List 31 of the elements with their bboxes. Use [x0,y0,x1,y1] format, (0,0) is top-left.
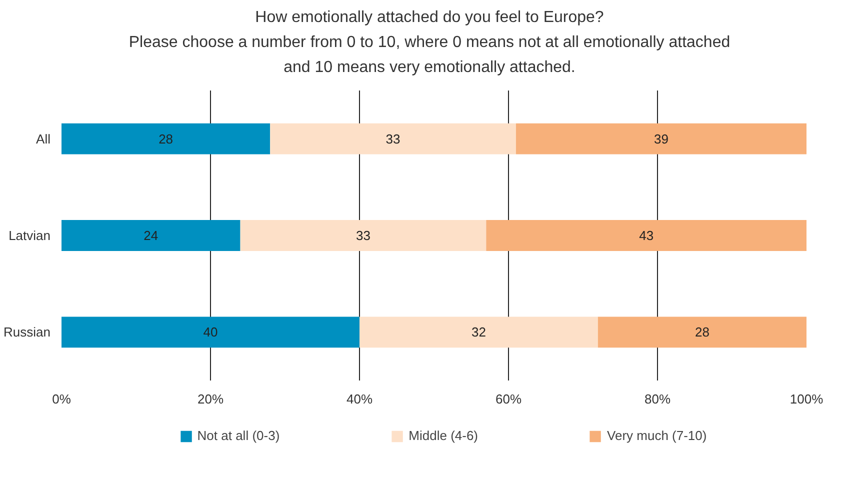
x-tick-label: 100% [790,392,824,406]
y-tick-label: Russian [4,324,50,340]
bar [270,123,516,154]
data-label: 32 [471,324,486,340]
data-label: 43 [639,228,654,243]
x-tick-label: 40% [346,392,373,406]
y-tick-label: All [36,131,51,146]
x-tick-label: 80% [644,392,671,406]
legend-label: Very much (7-10) [607,428,707,443]
bar [62,220,240,251]
data-label: 28 [694,324,710,340]
data-label: 24 [144,228,158,243]
bar [62,316,360,348]
x-tick-label: 60% [495,392,522,406]
data-label: 28 [158,131,174,146]
bar [486,220,806,251]
legend-label: Middle (4-6) [408,428,478,443]
data-label: 33 [386,131,400,146]
data-label: 39 [654,131,668,146]
x-tick-label: 0% [52,392,72,406]
data-label: 33 [356,228,370,243]
y-tick-label: Latvian [8,228,50,243]
bar [62,123,270,154]
data-label: 40 [203,324,218,340]
bar [360,316,598,348]
x-tick-label: 20% [197,392,224,406]
bar [516,123,806,154]
bar [598,316,806,348]
chart-title: How emotionally attached do you feel to Europe? Please choose a number from 0 to 10, where 0 means not at all emotionally attached and 10 means very emotionally attached. [128,8,732,78]
bar [240,220,486,251]
legend-label: Not at all (0-3) [197,428,280,443]
